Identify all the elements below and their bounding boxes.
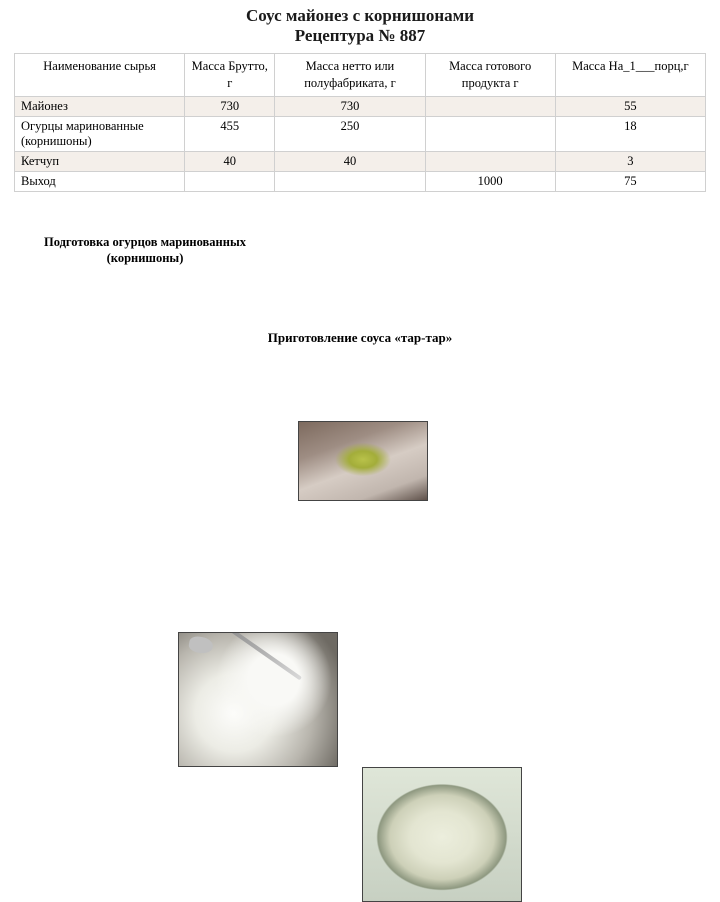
cell-netto: 40 [275,151,425,171]
title-line-2: Рецептура № 887 [0,26,720,46]
gherkins-photo [298,421,428,501]
cell-netto: 730 [275,96,425,116]
cell-netto [275,171,425,191]
col-header-netto: Масса нетто или полуфабриката, г [275,53,425,96]
cell-name: Майонез [15,96,185,116]
title-line-1: Соус майонез с корнишонами [0,6,720,26]
cell-ready [425,151,555,171]
col-header-brutto: Масса Брутто, г [185,53,275,96]
cell-portion: 55 [555,96,705,116]
cell-brutto [185,171,275,191]
cell-ready [425,116,555,151]
section-prep-heading: Подготовка огурцов маринованных (корнишо… [20,234,270,267]
cell-portion: 3 [555,151,705,171]
cell-portion: 18 [555,116,705,151]
cell-ready: 1000 [425,171,555,191]
cell-portion: 75 [555,171,705,191]
cell-netto: 250 [275,116,425,151]
col-header-ready: Масса готового продукта г [425,53,555,96]
col-header-name: Наименование сырья [15,53,185,96]
mayonnaise-photo [178,632,338,767]
table-row: Огурцы маринованные (корнишоны) 455 250 … [15,116,706,151]
section-cook-heading: Приготовление соуса «тар-тар» [0,330,720,346]
cell-ready [425,96,555,116]
col-header-portion: Масса На_1___порц,г [555,53,705,96]
table-row: Майонез 730 730 55 [15,96,706,116]
table-row: Выход 1000 75 [15,171,706,191]
cell-brutto: 40 [185,151,275,171]
cell-name: Кетчуп [15,151,185,171]
cell-brutto: 730 [185,96,275,116]
recipe-table: Наименование сырья Масса Брутто, г Масса… [14,53,706,192]
cell-brutto: 455 [185,116,275,151]
recipe-table-body: Майонез 730 730 55 Огурцы маринованные (… [15,96,706,191]
cell-name: Выход [15,171,185,191]
recipe-table-head: Наименование сырья Масса Брутто, г Масса… [15,53,706,96]
table-row: Кетчуп 40 40 3 [15,151,706,171]
sauce-photo [362,767,522,902]
page-title-block: Соус майонез с корнишонами Рецептура № 8… [0,0,720,47]
cell-name: Огурцы маринованные (корнишоны) [15,116,185,151]
